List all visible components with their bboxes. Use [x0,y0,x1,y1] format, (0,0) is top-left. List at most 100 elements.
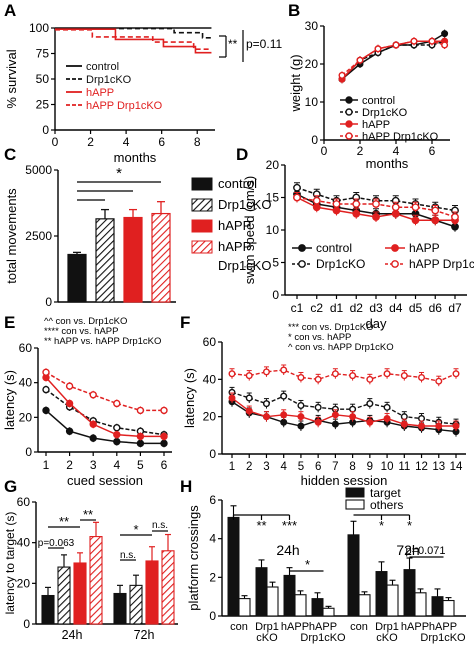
panel-e-data-point [113,430,121,439]
panel-c-legend-label: Drp1cKO [218,258,271,273]
panel-d-legend-label: hAPP Drp1cKO [409,257,474,271]
panel-a-annotation: ** [228,37,238,51]
panel-h-legend-swatch [345,499,365,510]
panel-e-data-point [42,368,50,376]
panel-f-data-point [400,420,408,428]
panel-h-x-tick-label: hAPP [401,621,429,633]
panel-h-bar-others [238,598,251,617]
panel-f-x-tick-label: 9 [367,461,373,473]
panel-d-data-point [312,196,321,205]
panel-g-bar [41,594,55,625]
panel-h-legend-swatch [345,487,365,498]
panel-b-data-point [410,37,418,45]
panel-a-x-tick-label: 2 [87,135,94,149]
panel-c-bar [123,216,143,303]
panel-h-bar-target [347,534,360,617]
panel-a-series-line [55,28,212,50]
panel-d-legend-label: Drp1cKO [316,257,365,271]
panel-g-y-tick-label: 20 [17,576,31,590]
panel-a-y-tick-label: 25 [36,98,50,112]
panel-d-data-point [293,183,301,192]
panel-g-annotation: p=0.063 [38,538,75,549]
panel-f-letter: F [180,313,190,332]
panel-h-annotation: * [305,557,310,572]
panel-h-x-tick-label: cKO [376,632,398,644]
panel-g-y-tick-label: 40 [17,536,31,550]
panel-d-y-tick-label: 15 [266,191,280,205]
panel-c-bar [95,218,115,303]
panel-d-legend-marker [391,260,399,268]
panel-f-data-point [349,372,357,380]
panel-f-x-tick-label: 14 [450,461,463,473]
panel-e-y-tick-label: 60 [19,341,33,355]
panel-f-data-point [245,407,253,415]
panel-e-data-point [65,382,74,390]
panel-a-y-tick-label: 50 [36,72,50,86]
panel-h-bar-target [311,598,324,617]
panel-f-y-label: latency (s) [182,368,197,428]
panel-d-x-tick-label: d2 [350,301,364,315]
panel-h-x-tick-label: hAPP [429,621,457,633]
panel-h-bar-target [431,596,444,617]
panel-h-x-tick-label: hAPP [309,621,337,633]
panel-b-data-point [338,71,346,79]
panel-e-x-tick-label: 1 [43,458,50,472]
panel-c-legend-label: hAPP [218,218,251,233]
panel-g-bar [73,562,87,625]
panel-f-data-point [314,403,322,411]
panel-d-x-tick-label: d5 [409,301,423,315]
panel-d-x-tick-label: d6 [429,301,443,315]
panel-f-y-tick-label: 60 [203,335,217,349]
panel-b-data-point [428,37,436,45]
panel-d-letter: D [236,145,248,164]
panel-h-x-tick-label: hAPP [281,621,309,633]
panel-f-data-point [418,422,426,430]
panel-g-bar [161,550,175,625]
panel-h-bar-others [266,586,279,617]
panel-g-letter: G [4,477,17,496]
panel-f-annotation: ^ con vs. hAPP Drp1cKO [288,342,394,353]
panel-f-data-point [383,370,391,378]
panel-f-data-point [418,373,426,381]
panel-a-x-tick-label: 6 [158,135,165,149]
panel-h-annotation: * [379,518,384,533]
panel-h-x-tick-label: Drp1 [255,621,279,633]
panel-e-data-point [89,391,97,399]
panel-f-data-point [280,392,288,400]
panel-a-y-tick-label: 0 [42,123,49,137]
panel-a-x-label: months [114,150,157,165]
panel-b-data-point [441,30,449,38]
panel-h-letter: H [180,477,192,496]
panel-d-data-point [372,213,380,221]
panel-g-bar [145,560,159,625]
panel-d-y-tick-label: 5 [272,256,279,270]
panel-f-data-point [383,403,391,411]
panel-d-x-tick-label: d1 [330,301,344,315]
panel-d-legend-marker [298,260,306,268]
panel-h-y-tick-label: 4 [209,532,216,546]
panel-f-data-point [314,375,322,383]
panel-e-annotation: ** hAPP vs. hAPP Drp1cKO [44,336,161,347]
panel-d-x-tick-label: d3 [369,301,383,315]
panel-e-letter: E [4,313,15,332]
panel-f-y-tick-label: 20 [203,410,217,424]
panel-f-x-tick-label: 3 [263,461,269,473]
panel-a-y-label: % survival [4,49,19,108]
panel-d-data-point [431,216,440,225]
panel-c-legend-label: Drp1cKO [218,197,271,212]
panel-e-x-label: cued session [67,473,143,488]
panel-a-series-line [55,28,212,54]
panel-g-x-tick-label: 24h [62,628,83,642]
panel-e-data-point [136,406,145,415]
panel-b-legend-marker [345,96,353,104]
panel-c-legend-swatch [191,219,213,233]
panel-e-data-point [160,432,168,441]
panel-h-bar-others [442,599,455,617]
panel-d-data-point [293,193,301,202]
panel-e-series-line [45,388,165,436]
panel-f-data-point [418,415,426,423]
panel-d-x-tick-label: c2 [310,301,323,315]
panel-e-annotation: **** con vs. hAPP [44,326,118,337]
panel-h-bar-others [322,607,335,617]
